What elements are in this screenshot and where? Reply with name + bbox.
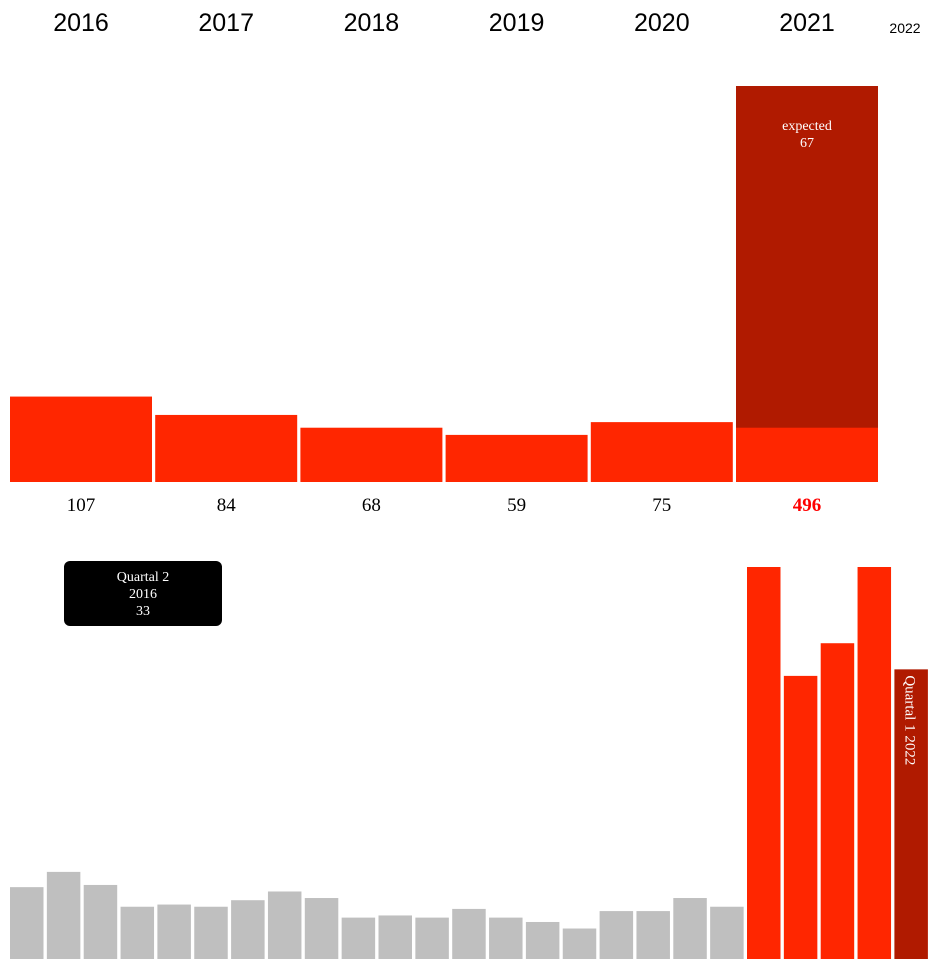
quarter-bar-past-1[interactable] (46, 871, 81, 959)
quarter-bar-past-17[interactable] (636, 911, 670, 959)
quarter-bar-past-13[interactable] (489, 917, 523, 959)
expected-value-label: 67 (800, 136, 814, 151)
quarter-bar-past-14[interactable] (525, 921, 560, 959)
quarter-bar-forecast-24[interactable] (894, 669, 928, 959)
year-label-2019: 2019 (489, 9, 545, 37)
forecast-bar-label: Quartal 1 2022 (901, 675, 917, 765)
quarter-bar-past-4[interactable] (157, 904, 191, 959)
quarter-bar-past-3[interactable] (120, 906, 155, 959)
quarter-bar-current-22[interactable] (820, 643, 855, 959)
quarter-bar-past-12[interactable] (452, 908, 486, 959)
value-label-2017: 84 (217, 495, 237, 516)
expected-label: expected (782, 119, 832, 134)
quarter-bar-past-16[interactable] (599, 911, 634, 959)
value-label-2018: 68 (362, 495, 381, 516)
quarter-bar-past-5[interactable] (194, 906, 228, 959)
quarter-bar-past-19[interactable] (710, 906, 744, 959)
quarter-bar-current-20[interactable] (747, 567, 781, 959)
quarter-bar-past-2[interactable] (83, 884, 118, 959)
tooltip-background (64, 561, 222, 626)
bar-2016[interactable] (10, 396, 152, 482)
bar-2019[interactable] (445, 434, 588, 482)
value-label-2016: 107 (67, 495, 96, 516)
year-label-2018: 2018 (344, 9, 400, 37)
bar-tooltip: Quartal 2 2016 33 (64, 561, 222, 626)
value-label-2019: 59 (507, 495, 526, 516)
value-label-2021: 496 (793, 495, 822, 516)
bar-2020[interactable] (590, 422, 733, 482)
year-label-2017: 2017 (198, 9, 254, 37)
yearly-bar-chart: 2016 2017 2018 2019 2020 2021 2022 expected 67 10… (10, 9, 921, 516)
quarter-bar-past-0[interactable] (10, 887, 44, 959)
year-label-2020: 2020 (634, 9, 690, 37)
quarter-bar-past-8[interactable] (304, 898, 339, 959)
bar-2021[interactable] (736, 427, 878, 482)
quarter-bar-past-9[interactable] (341, 917, 376, 959)
tooltip-line-value: 33 (136, 604, 150, 619)
quarter-bar-past-6[interactable] (231, 900, 265, 959)
quarter-bar-past-10[interactable] (378, 915, 413, 959)
bar-2017[interactable] (155, 414, 298, 482)
value-label-2020: 75 (652, 495, 671, 516)
quarter-bar-past-18[interactable] (673, 898, 707, 959)
year-label-2016: 2016 (53, 9, 109, 37)
quarter-bar-past-11[interactable] (415, 917, 449, 959)
quarter-bar-current-21[interactable] (783, 675, 818, 959)
bar-2018[interactable] (300, 427, 443, 482)
quarter-bar-past-15[interactable] (562, 928, 597, 959)
year-label-2021: 2021 (779, 9, 835, 37)
quarterly-bar-chart: Quartal 1 2022 (10, 567, 928, 959)
quarter-bar-past-7[interactable] (267, 891, 302, 959)
expected-bar-2021[interactable] (736, 86, 878, 482)
quarter-bar-current-23[interactable] (857, 567, 892, 959)
year-label-2022: 2022 (889, 20, 920, 36)
tooltip-line-quarter: Quartal 2 (117, 570, 169, 585)
tooltip-line-year: 2016 (129, 587, 157, 602)
